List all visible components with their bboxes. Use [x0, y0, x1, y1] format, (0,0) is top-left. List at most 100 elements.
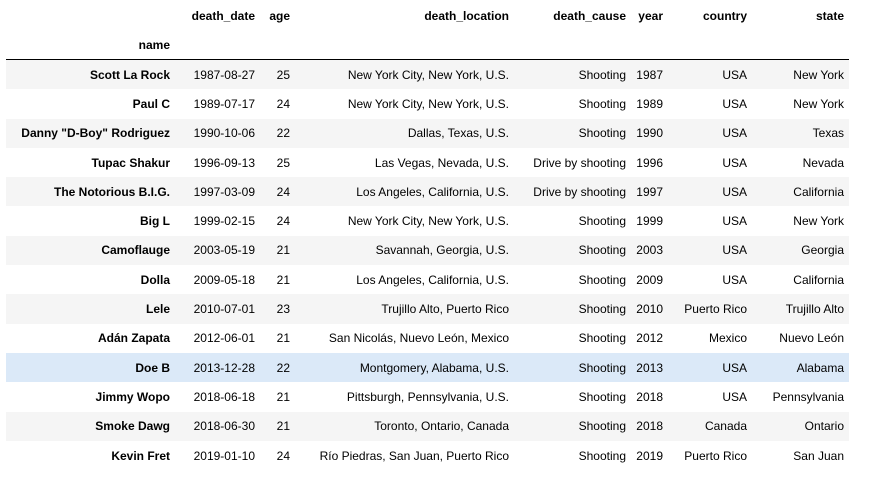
cell-death-cause: Shooting	[578, 302, 626, 317]
cell-death-date: 2003-05-19	[193, 243, 255, 258]
cell-age: 21	[276, 243, 290, 258]
cell-country: USA	[722, 96, 747, 111]
dataframe-table: death_date age death_location death_caus…	[6, 1, 849, 471]
cell-state: Trujillo Alto	[785, 302, 844, 317]
row-index-name: Big L	[140, 214, 170, 229]
column-header: age	[269, 8, 290, 23]
row-index-name: Dolla	[140, 272, 170, 287]
cell-year: 2019	[636, 448, 663, 463]
cell-state: New York	[793, 214, 844, 229]
cell-year: 2018	[636, 389, 663, 404]
column-header: country	[702, 8, 747, 23]
cell-age: 22	[276, 126, 290, 141]
cell-age: 21	[276, 419, 290, 434]
cell-year: 1987	[636, 67, 663, 82]
cell-country: Canada	[704, 419, 747, 434]
cell-death-cause: Shooting	[578, 389, 626, 404]
table-row: Camoflauge 2003-05-19 21 Savannah, Georgia,…	[6, 235, 849, 266]
row-index-name: Lele	[145, 302, 170, 317]
cell-death-location: Los Angeles, California, U.S.	[356, 184, 509, 199]
column-header: state	[815, 8, 844, 23]
cell-country: USA	[722, 389, 747, 404]
cell-death-location: Dallas, Texas, U.S.	[407, 126, 509, 141]
cell-death-location: Pittsburgh, Pennsylvania, U.S.	[346, 389, 509, 404]
cell-death-date: 1997-03-09	[193, 184, 255, 199]
cell-death-location: Las Vegas, Nevada, U.S.	[374, 155, 509, 170]
row-index-name: Danny "D-Boy" Rodriguez	[21, 126, 170, 141]
cell-death-date: 2009-05-18	[193, 272, 255, 287]
cell-country: Mexico	[708, 331, 747, 346]
table-row: Big L 1999-02-15 24 New York City, New York…	[6, 206, 849, 236]
cell-year: 1989	[636, 96, 663, 111]
column-header: death_location	[424, 8, 509, 23]
table-row: Danny "D-Boy" Rodriguez 1990-10-06 22 Dalla…	[6, 118, 849, 148]
cell-year: 2010	[636, 302, 663, 317]
row-index-name: Kevin Fret	[111, 448, 170, 463]
cell-country: USA	[722, 272, 747, 287]
cell-age: 24	[276, 184, 290, 199]
cell-death-location: Los Angeles, California, U.S.	[356, 272, 509, 287]
cell-death-location: Río Piedras, San Juan, Puerto Rico	[319, 448, 509, 463]
row-index-name: Adán Zapata	[97, 331, 170, 346]
cell-death-date: 2010-07-01	[193, 302, 255, 317]
cell-death-cause: Shooting	[578, 126, 626, 141]
cell-death-date: 2012-06-01	[193, 331, 255, 346]
row-index-name: Doe B	[135, 360, 170, 375]
cell-death-date: 2019-01-10	[193, 448, 255, 463]
cell-death-date: 1990-10-06	[193, 126, 255, 141]
cell-death-cause: Shooting	[578, 214, 626, 229]
cell-country: Puerto Rico	[684, 448, 747, 463]
cell-country: USA	[722, 126, 747, 141]
table-row: The Notorious B.I.G. 1997-03-09 24 Los Ange…	[6, 177, 849, 207]
table-row: Smoke Dawg 2018-06-30 21 Toronto, Ontario, …	[6, 411, 849, 441]
cell-death-location: San Nicolás, Nuevo León, Mexico	[328, 331, 509, 346]
table-row: Kevin Fret 2019-01-10 24 Río Piedras, San J…	[6, 440, 849, 471]
cell-death-location: New York City, New York, U.S.	[347, 96, 509, 111]
cell-death-date: 1999-02-15	[193, 214, 255, 229]
cell-age: 24	[276, 96, 290, 111]
column-header: year	[638, 8, 663, 23]
row-index-name: Scott La Rock	[89, 67, 170, 82]
cell-country: USA	[722, 360, 747, 375]
row-index-name: The Notorious B.I.G.	[54, 184, 170, 199]
cell-age: 24	[276, 214, 290, 229]
cell-state: New York	[793, 96, 844, 111]
cell-death-cause: Shooting	[578, 360, 626, 375]
index-name-label: name	[6, 30, 175, 60]
table-row: Dolla 2009-05-18 21 Los Angeles, California…	[6, 265, 849, 295]
cell-age: 22	[276, 360, 290, 375]
cell-death-cause: Drive by shooting	[533, 184, 626, 199]
cell-death-date: 1989-07-17	[193, 96, 255, 111]
cell-age: 21	[276, 389, 290, 404]
cell-death-location: Trujillo Alto, Puerto Rico	[381, 302, 509, 317]
table-row: Paul C 1989-07-17 24 New York City, New Yor…	[6, 89, 849, 119]
table-row: Doe B 2013-12-28 22 Montgomery, Alabama, U.…	[6, 352, 849, 383]
cell-death-date: 1996-09-13	[193, 155, 255, 170]
table-row: Jimmy Wopo 2018-06-18 21 Pittsburgh, Pennsy…	[6, 382, 849, 412]
cell-age: 21	[276, 272, 290, 287]
cell-year: 2018	[636, 419, 663, 434]
cell-death-location: Savannah, Georgia, U.S.	[375, 243, 509, 258]
cell-country: USA	[722, 214, 747, 229]
cell-age: 25	[276, 155, 290, 170]
column-header: death_cause	[553, 8, 626, 23]
row-index-name: Jimmy Wopo	[95, 389, 170, 404]
cell-state: California	[793, 184, 844, 199]
index-corner	[6, 1, 175, 30]
cell-death-cause: Shooting	[578, 419, 626, 434]
cell-age: 23	[276, 302, 290, 317]
table-row: Tupac Shakur 1996-09-13 25 Las Vegas, Nevad…	[6, 147, 849, 178]
cell-year: 2012	[636, 331, 663, 346]
cell-year: 1996	[636, 155, 663, 170]
cell-state: California	[793, 272, 844, 287]
cell-year: 1997	[636, 184, 663, 199]
cell-country: Puerto Rico	[684, 302, 747, 317]
cell-country: USA	[722, 243, 747, 258]
cell-state: Ontario	[804, 419, 844, 434]
cell-year: 1999	[636, 214, 663, 229]
cell-state: Pennsylvania	[772, 389, 844, 404]
column-header: death_date	[191, 8, 255, 23]
cell-death-cause: Shooting	[578, 96, 626, 111]
row-index-name: Tupac Shakur	[91, 155, 170, 170]
